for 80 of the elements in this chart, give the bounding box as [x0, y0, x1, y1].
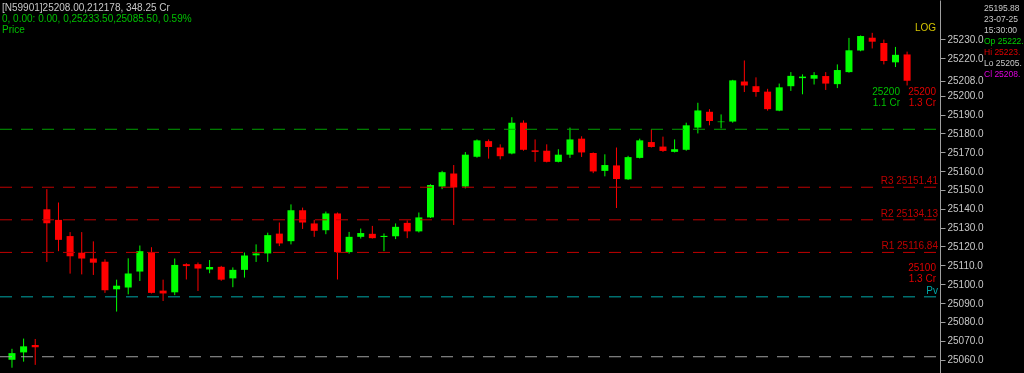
candlestick	[601, 153, 609, 177]
candlestick	[845, 37, 853, 74]
text: Lo 25205.	[984, 58, 1022, 68]
text: Hi 25223.	[984, 47, 1021, 57]
candlestick	[612, 147, 620, 209]
candlestick	[415, 212, 423, 233]
text: Cl 25208.	[984, 69, 1021, 79]
candlestick	[450, 164, 458, 226]
y-tick-label: 25220.0	[947, 52, 985, 64]
y-tick-label: 25150.0	[947, 184, 985, 196]
candlestick	[624, 155, 632, 181]
annotation: 25200	[908, 86, 937, 97]
annotation: 25100	[908, 262, 937, 273]
text: Op 25222.	[984, 36, 1024, 46]
candlestick	[810, 71, 818, 86]
candlestick	[752, 76, 760, 98]
y-axis-title: Price	[2, 24, 26, 35]
chart-title: [N59901]25208.00,212178, 348.25 Cr	[2, 2, 171, 13]
candlestick	[43, 188, 51, 263]
ref-line-label: R2 25134.13	[880, 207, 939, 219]
candlestick	[578, 135, 586, 158]
text: 0, 0.00: 0.00, 0,25233.50,25085.50, 0.59%	[2, 13, 192, 24]
candlestick	[322, 211, 330, 235]
y-tick-label: 25110.0	[947, 259, 984, 271]
y-tick-label: 25100.0	[947, 278, 985, 290]
candlestick	[194, 261, 202, 292]
candlestick	[54, 202, 62, 252]
annotation: 1.1 Cr	[872, 97, 901, 108]
candlestick	[485, 138, 493, 160]
candlestick	[136, 245, 144, 282]
candlestick	[252, 243, 260, 263]
annotation: 25200	[872, 86, 901, 97]
y-tick-label: 25170.0	[947, 146, 985, 158]
ref-line-label: R3 25151.41	[880, 175, 939, 187]
annotation: 1.3 Cr	[908, 273, 937, 284]
text: LOG	[914, 22, 937, 33]
candlestick	[589, 151, 597, 174]
candlestick	[833, 63, 841, 89]
ref-line-label: R1 25116.84	[881, 240, 939, 252]
y-tick-label: 25060.0	[947, 354, 985, 366]
candlestick	[764, 88, 772, 112]
y-tick-label: 25070.0	[947, 335, 985, 347]
candlestick	[694, 102, 702, 134]
candlestick	[275, 222, 283, 247]
candlestick	[20, 338, 28, 363]
candlestick	[473, 138, 481, 159]
y-tick-label: 25130.0	[947, 222, 985, 234]
text: 25195.88	[984, 3, 1020, 13]
candlestick	[775, 83, 783, 112]
y-tick-label: 25208.0	[947, 75, 985, 87]
y-tick-label: 25160.0	[947, 165, 985, 177]
y-tick-label: 25190.0	[947, 109, 985, 121]
candlestick	[880, 39, 888, 65]
annotation: 1.3 Cr	[908, 97, 937, 108]
candlestick	[78, 231, 86, 275]
text: 23-07-25	[984, 14, 1019, 24]
candlestick	[240, 251, 248, 279]
candlestick	[229, 266, 237, 288]
candlestick	[89, 240, 97, 276]
candlestick	[66, 231, 74, 275]
y-tick-label: 25120.0	[947, 240, 985, 252]
ref-line-label: Pv	[926, 284, 938, 296]
candlestick	[531, 138, 539, 163]
candlestick	[891, 46, 899, 68]
candlestick	[566, 127, 574, 159]
y-tick-label: 25230.0	[947, 33, 985, 45]
text: 15:30:00	[984, 25, 1018, 35]
candlestick	[345, 231, 353, 255]
candlestick	[659, 136, 667, 153]
y-tick-label: 25200.0	[947, 90, 985, 102]
candlestick	[299, 207, 307, 230]
y-tick-label: 25080.0	[947, 316, 985, 328]
y-tick-label: 25090.0	[947, 297, 985, 309]
candlestick	[264, 232, 272, 263]
candlestick	[647, 128, 655, 149]
candlestick	[438, 170, 446, 190]
y-tick-label: 25180.0	[947, 127, 985, 139]
y-tick-label: 25140.0	[947, 203, 985, 215]
candlestick	[124, 257, 132, 295]
candlestick	[787, 71, 795, 92]
